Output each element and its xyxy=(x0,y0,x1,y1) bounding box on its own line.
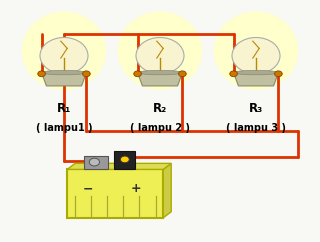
Ellipse shape xyxy=(118,12,202,90)
Circle shape xyxy=(179,71,186,77)
Circle shape xyxy=(38,71,45,77)
Polygon shape xyxy=(163,163,171,218)
Text: +: + xyxy=(131,182,142,195)
Text: R₃: R₃ xyxy=(249,102,263,115)
Text: ( lampu 2 ): ( lampu 2 ) xyxy=(130,123,190,133)
Circle shape xyxy=(83,71,90,77)
Text: ( lampu1 ): ( lampu1 ) xyxy=(36,123,92,133)
Polygon shape xyxy=(234,73,278,86)
Polygon shape xyxy=(138,73,182,86)
Circle shape xyxy=(89,158,100,166)
Circle shape xyxy=(232,38,280,74)
Circle shape xyxy=(134,71,141,77)
Ellipse shape xyxy=(234,70,278,75)
Ellipse shape xyxy=(42,70,86,75)
Text: ( lampu 3 ): ( lampu 3 ) xyxy=(226,123,286,133)
Circle shape xyxy=(120,156,129,163)
Circle shape xyxy=(40,38,88,74)
Text: −: − xyxy=(83,182,93,195)
FancyBboxPatch shape xyxy=(67,169,163,218)
Ellipse shape xyxy=(22,12,106,90)
FancyBboxPatch shape xyxy=(84,156,108,169)
Circle shape xyxy=(275,71,282,77)
Ellipse shape xyxy=(214,12,298,90)
Polygon shape xyxy=(67,163,171,169)
Polygon shape xyxy=(42,73,86,86)
Circle shape xyxy=(136,38,184,74)
Text: R₂: R₂ xyxy=(153,102,167,115)
Ellipse shape xyxy=(138,70,182,75)
Text: R₁: R₁ xyxy=(57,102,71,115)
Circle shape xyxy=(230,71,237,77)
FancyBboxPatch shape xyxy=(115,151,135,169)
